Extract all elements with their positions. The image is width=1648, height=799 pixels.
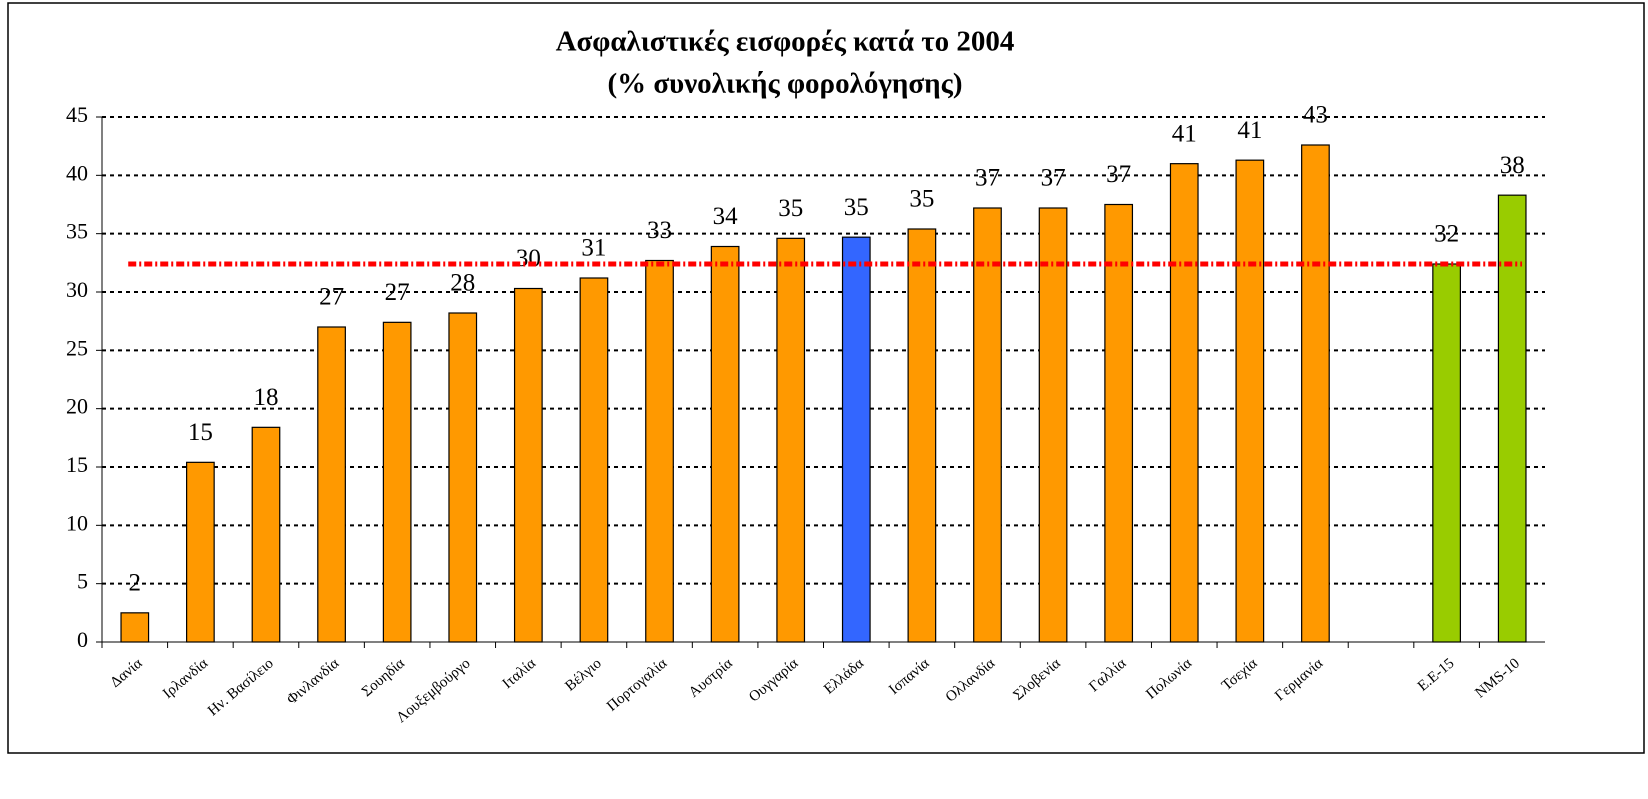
bar	[907, 228, 937, 643]
y-tick-label: 40	[66, 160, 88, 185]
bar	[251, 426, 281, 643]
value-label: 18	[253, 384, 278, 411]
bar	[841, 236, 871, 643]
bar	[710, 245, 740, 643]
value-label: 31	[581, 235, 606, 262]
bar	[382, 321, 412, 643]
y-tick-label: 15	[66, 452, 88, 477]
bar	[1432, 263, 1461, 643]
value-label: 43	[1303, 102, 1328, 129]
value-label: 35	[844, 194, 869, 221]
chart-title: Ασφαλιστικές εισφορές κατά το 2004	[556, 26, 1015, 58]
y-tick-label: 5	[77, 569, 88, 594]
chart-frame	[7, 2, 1645, 754]
value-label: 34	[713, 203, 739, 230]
y-tick-label: 30	[66, 277, 88, 302]
value-label: 30	[516, 245, 541, 272]
value-label: 37	[1041, 165, 1066, 192]
value-label: 15	[188, 419, 213, 446]
y-tick-label: 25	[66, 335, 88, 360]
value-label: 37	[975, 165, 1000, 192]
value-label: 27	[385, 279, 410, 306]
bar	[645, 259, 674, 643]
bar	[317, 326, 346, 643]
y-tick-label: 45	[66, 102, 88, 127]
bar	[1038, 207, 1068, 643]
y-tick-label: 0	[77, 627, 88, 652]
bar	[1497, 194, 1527, 643]
bar	[973, 207, 1002, 643]
value-label: 28	[450, 270, 475, 297]
value-label: 41	[1172, 120, 1197, 147]
y-tick-label: 20	[66, 394, 88, 419]
y-tick-label: 10	[66, 510, 88, 535]
value-label: 33	[647, 217, 672, 244]
bar	[579, 277, 609, 643]
value-label: 38	[1500, 152, 1525, 179]
bar	[513, 287, 543, 643]
bar	[1235, 159, 1265, 643]
value-label: 35	[909, 186, 934, 213]
bar	[776, 237, 806, 643]
value-label: 2	[129, 570, 142, 597]
bar	[1169, 163, 1199, 643]
bar	[186, 461, 215, 643]
y-tick-label: 35	[66, 219, 88, 244]
value-label: 41	[1237, 117, 1262, 144]
chart-subtitle: (% συνολικής φορολόγησης)	[607, 68, 962, 100]
bar	[1301, 144, 1330, 643]
value-label: 27	[319, 284, 344, 311]
bar	[1104, 203, 1134, 643]
value-label: 35	[778, 195, 803, 222]
value-label: 32	[1434, 221, 1459, 248]
bar	[120, 612, 150, 643]
value-label: 37	[1106, 161, 1131, 188]
bar	[448, 312, 478, 643]
